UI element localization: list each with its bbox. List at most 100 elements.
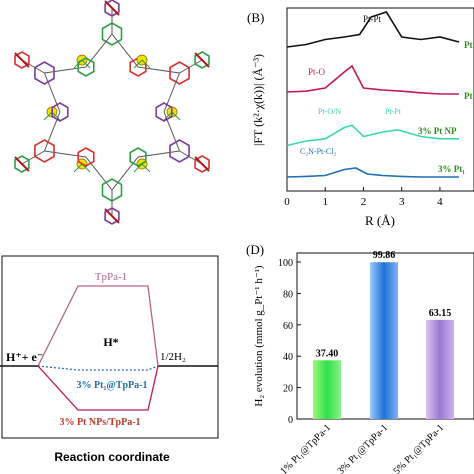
panel-c-xlabel: Reaction coordinate <box>54 450 170 464</box>
panel-b-curves <box>286 11 460 178</box>
bar-2 <box>370 262 398 419</box>
y-tick-label: 0 <box>288 415 293 426</box>
panel-d-bar-chart: (D) 0 20 40 60 80 100 37.40 1% Pt₁@TpPa-1 99.86… <box>246 242 474 474</box>
bond-line <box>85 33 113 68</box>
pt-cl-bond <box>81 59 91 69</box>
x-tick-label: 3 <box>399 196 405 208</box>
bond-line <box>21 150 45 165</box>
bond-line <box>111 33 139 68</box>
panel-b-frame <box>286 7 474 192</box>
bond-line <box>43 111 61 152</box>
benzene-ring <box>101 22 123 46</box>
bond-line <box>44 150 87 158</box>
benzene-ring <box>14 155 30 173</box>
peak-label-pt-o: Pt-O <box>308 67 326 77</box>
chain-end-marker <box>14 156 30 172</box>
panel-b-ylabel: |FT (k²·χ(k))| (Å⁻³) <box>251 54 265 146</box>
benzene-ring <box>34 139 55 163</box>
y-tick-label: 100 <box>278 258 293 269</box>
pt-cl-bond <box>163 111 173 121</box>
pt-cl-bond <box>141 163 151 173</box>
state-right-label: 1/2H₂ <box>160 351 186 363</box>
energy-curve-3 <box>37 365 159 411</box>
pt-cl-bond <box>171 111 181 121</box>
series-label-1: Pt <box>464 40 473 50</box>
bond-line <box>137 150 180 158</box>
panel-b-exafs: (B) 0 1 2 3 4 R (Å) |FT (k²·χ(k))| (Å⁻³) Pt-… <box>247 7 474 228</box>
panel-b-label: (B) <box>247 10 264 25</box>
x-tick-label: 2 <box>361 196 367 208</box>
bond-line <box>179 59 203 74</box>
bond-line <box>179 150 203 165</box>
benzene-ring <box>194 51 210 69</box>
peak-label-pt-o-n: Pt-O/N <box>318 107 341 116</box>
bar-value-label: 99.86 <box>373 250 396 261</box>
series-label-3: 3% Pt NP <box>418 126 457 136</box>
benzene-ring <box>77 147 95 167</box>
bond-line <box>43 72 61 113</box>
exafs-curve-1 <box>286 11 460 48</box>
panel-d-bars: 37.40 1% Pt₁@TpPa-1 99.86 3% Pt₁@TpPa-1 63.1… <box>278 250 454 474</box>
exafs-curve-2 <box>286 64 459 95</box>
series-label-4: 3% Pt₁ <box>438 164 465 174</box>
curve-label-pt1: 3% Pt₁@TpPa-1 <box>77 380 148 391</box>
benzene-ring <box>155 102 173 122</box>
state-mid-label: H* <box>103 335 118 349</box>
energy-curve-2 <box>37 365 159 371</box>
panel-c-frame <box>1 255 219 439</box>
panel-d-ylabel: H₂ evolution (mmol g_Pt⁻¹ h⁻¹) <box>253 265 265 407</box>
series-label-2: Pt <box>464 91 473 101</box>
y-tick-label: 20 <box>283 384 293 395</box>
pt-cl-bond <box>73 163 83 173</box>
benzene-ring <box>14 51 30 69</box>
pt-cl-bond <box>43 111 53 121</box>
chain-end-marker <box>14 52 30 68</box>
panel-d-label: (D) <box>246 242 264 257</box>
panel-d-ticks: 0 20 40 60 80 100 <box>278 258 301 426</box>
bond-line <box>85 156 113 191</box>
benzene-ring <box>129 147 147 167</box>
bar-value-label: 37.40 <box>316 348 339 359</box>
x-tick-label: 1 <box>322 196 328 208</box>
bond-line <box>21 59 45 74</box>
category-label: 5% Pt₁@TpPa-1 <box>391 422 446 474</box>
bond-line <box>111 156 139 191</box>
curve-label-ptnp: 3% Pt NPs/TpPa-1 <box>59 417 140 428</box>
pt-cl-bond <box>141 59 151 69</box>
chain-end-marker <box>104 208 120 224</box>
benzene-ring <box>194 155 210 173</box>
peak-label-pt-pt-2: Pt-Pt <box>385 107 402 116</box>
category-label: 3% Pt₁@TpPa-1 <box>335 422 390 474</box>
chain-end-marker <box>194 52 210 68</box>
benzene-ring <box>77 57 95 77</box>
x-tick-label: 4 <box>437 196 443 208</box>
molecular-structure <box>14 0 210 225</box>
bar-1 <box>313 360 341 419</box>
pt-cl-bond <box>133 59 143 69</box>
bar-3 <box>426 319 454 419</box>
state-left-label: H⁺+ e⁻ <box>6 350 43 364</box>
bond-line <box>163 72 181 113</box>
bar-value-label: 63.15 <box>429 308 452 319</box>
bond-line <box>163 111 181 152</box>
bond-line <box>44 66 87 74</box>
chain-end-marker <box>194 156 210 172</box>
benzene-ring <box>169 139 190 163</box>
curve-label-tppa: TpPa-1 <box>95 271 127 283</box>
panel-c-energy-diagram: H⁺+ e⁻ H* 1/2H₂ TpPa-1 3% Pt₁@TpPa-1 3% … <box>0 255 219 464</box>
x-tick-label: 0 <box>284 196 290 208</box>
pt-cl-bond <box>51 111 61 121</box>
bond-line <box>137 66 180 74</box>
panel-c-curves <box>0 285 218 411</box>
chain-end-marker <box>104 0 120 16</box>
panel-b-xlabel: R (Å) <box>365 213 395 228</box>
peak-label-c2n-pt-cl2: C₂N-Pt-Cl₂ <box>300 147 336 156</box>
y-tick-label: 80 <box>283 289 293 300</box>
peak-label-pt-pt: Pt-Pt <box>363 14 382 24</box>
y-tick-label: 60 <box>283 321 293 332</box>
benzene-ring <box>104 0 120 17</box>
benzene-ring <box>104 207 120 225</box>
panel-b-ticks: 0 1 2 3 4 <box>284 187 443 208</box>
exafs-curve-4 <box>286 167 459 178</box>
